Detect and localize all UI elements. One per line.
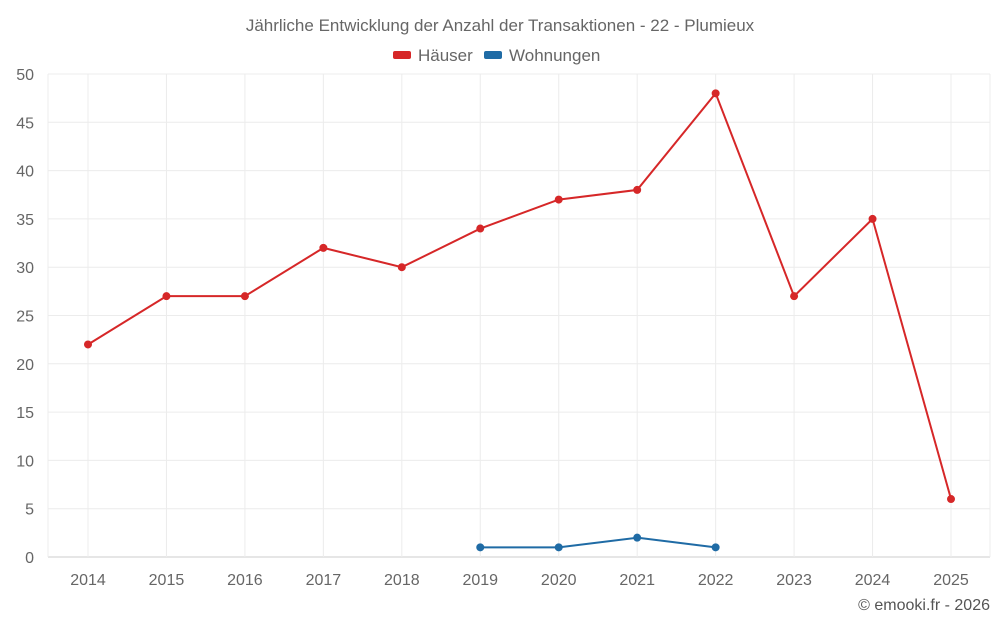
data-point — [476, 543, 485, 552]
x-tick-label: 2020 — [541, 572, 577, 589]
data-point — [633, 185, 642, 194]
x-tick-label: 2021 — [619, 572, 655, 589]
x-tick-label: 2023 — [776, 572, 812, 589]
series-line — [480, 536, 716, 549]
series — [84, 89, 955, 552]
chart-title: Jährliche Entwicklung der Anzahl der Tra… — [246, 16, 755, 35]
y-tick-label: 5 — [25, 502, 34, 519]
data-point — [868, 214, 877, 223]
grid — [47, 73, 991, 558]
data-point — [633, 533, 642, 542]
y-tick-label: 15 — [16, 405, 34, 422]
x-tick-label: 2016 — [227, 572, 263, 589]
series-häuser — [84, 89, 955, 504]
x-tick-label: 2018 — [384, 572, 420, 589]
y-tick-label: 25 — [16, 309, 34, 326]
data-point — [790, 292, 799, 301]
y-tick-label: 20 — [16, 357, 34, 374]
y-tick-label: 40 — [16, 164, 34, 181]
legend-swatch — [393, 51, 411, 59]
data-point — [554, 543, 563, 552]
data-point — [554, 195, 563, 204]
y-tick-label: 50 — [16, 67, 34, 84]
data-point — [947, 495, 955, 504]
data-point — [319, 243, 328, 252]
legend-label: Wohnungen — [509, 46, 600, 65]
series-line — [87, 91, 952, 500]
y-tick-label: 0 — [25, 550, 34, 567]
y-tick-label: 10 — [16, 453, 34, 470]
credit-text: © emooki.fr - 2026 — [858, 597, 990, 614]
x-tick-label: 2022 — [698, 572, 734, 589]
x-tick-label: 2024 — [855, 572, 891, 589]
data-point — [240, 292, 249, 301]
x-tick-label: 2017 — [306, 572, 342, 589]
y-tick-label: 30 — [16, 260, 34, 277]
x-tick-label: 2025 — [933, 572, 969, 589]
data-point — [162, 292, 171, 301]
legend-swatch — [484, 51, 502, 59]
data-point — [476, 224, 485, 233]
data-point — [711, 543, 720, 552]
legend-label: Häuser — [418, 46, 473, 65]
data-point — [397, 263, 406, 272]
series-wohnungen — [476, 533, 720, 552]
x-tick-label: 2014 — [70, 572, 106, 589]
legend: Häuser Wohnungen — [393, 46, 600, 65]
y-tick-label: 35 — [16, 212, 34, 229]
x-tick-label: 2015 — [149, 572, 185, 589]
x-tick-label: 2019 — [462, 572, 498, 589]
data-point — [84, 340, 92, 349]
data-point — [711, 89, 720, 98]
y-tick-label: 45 — [16, 115, 34, 132]
